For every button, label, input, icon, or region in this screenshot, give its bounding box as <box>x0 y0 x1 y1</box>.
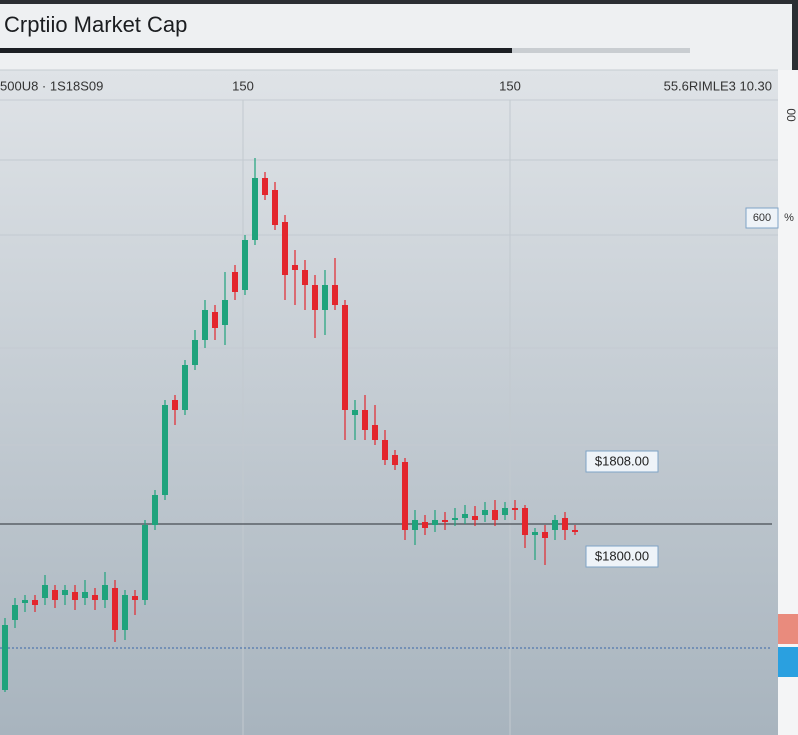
candle-body <box>362 410 368 430</box>
annotation-box <box>585 450 659 473</box>
candle-body <box>212 312 218 328</box>
candle-body <box>272 190 278 225</box>
candle-body <box>372 425 378 440</box>
candle-body <box>282 222 288 275</box>
price-tag-red <box>778 614 798 644</box>
candle-body <box>22 600 28 603</box>
candle-body <box>522 508 528 535</box>
candle-body <box>402 462 408 530</box>
candle-body <box>122 595 128 630</box>
plot-area <box>0 70 778 735</box>
candle-body <box>62 590 68 595</box>
candle-body <box>412 520 418 530</box>
candle-body <box>502 508 508 515</box>
candle-body <box>132 596 138 600</box>
candle-body <box>182 365 188 410</box>
candle-body <box>82 592 88 598</box>
candle-body <box>342 305 348 410</box>
candle-body <box>192 340 198 365</box>
progress-fill <box>0 48 512 53</box>
candle-body <box>482 510 488 515</box>
candle-body <box>42 585 48 598</box>
candle-body <box>202 310 208 340</box>
badge-suffix: % <box>784 212 794 224</box>
annotation-box <box>585 545 659 568</box>
candle-body <box>292 265 298 270</box>
candle-body <box>222 300 228 325</box>
price-tag-blue <box>778 647 798 677</box>
top-label: 150 <box>499 78 521 93</box>
candle-body <box>2 625 8 690</box>
candle-body <box>392 455 398 465</box>
candle-body <box>152 495 158 525</box>
candle-body <box>452 518 458 520</box>
candle-body <box>472 516 478 520</box>
candle-body <box>172 400 178 410</box>
top-label: 55.6RIMLE3 10.30 <box>664 78 772 93</box>
candle-body <box>32 600 38 605</box>
side-label: 00 <box>784 108 798 122</box>
candle-body <box>252 178 258 240</box>
candle-body <box>512 508 518 510</box>
candle-body <box>442 520 448 522</box>
candle-body <box>562 518 568 530</box>
candle-body <box>112 588 118 630</box>
candle-body <box>572 530 578 532</box>
annotation: $1800.00 <box>595 548 649 563</box>
candle-body <box>382 440 388 460</box>
candle-body <box>322 285 328 310</box>
candle-body <box>432 520 438 525</box>
candle-body <box>492 510 498 520</box>
candle-body <box>232 272 238 292</box>
annotation: $1808.00 <box>595 453 649 468</box>
candle-body <box>12 605 18 620</box>
top-label: 150 <box>232 78 254 93</box>
candle-body <box>542 532 548 538</box>
candle-body <box>312 285 318 310</box>
candle-body <box>352 410 358 415</box>
right-strip <box>778 70 798 735</box>
candle-body <box>422 522 428 528</box>
candle-body <box>102 585 108 600</box>
candle-body <box>332 285 338 305</box>
candle-body <box>262 178 268 195</box>
candle-body <box>52 590 58 600</box>
candle-body <box>302 270 308 285</box>
candle-body <box>142 525 148 600</box>
candle-body <box>532 532 538 535</box>
candle-body <box>242 240 248 290</box>
candle-body <box>462 514 468 518</box>
candle-body <box>92 595 98 600</box>
candle-body <box>72 592 78 600</box>
title: Crptiio Market Cap <box>4 12 187 37</box>
candle-body <box>162 405 168 495</box>
badge <box>745 207 779 229</box>
top-label: 500U8 · 1S18S09 <box>0 78 103 93</box>
candle-body <box>552 520 558 530</box>
badge-text: 600 <box>753 212 771 224</box>
